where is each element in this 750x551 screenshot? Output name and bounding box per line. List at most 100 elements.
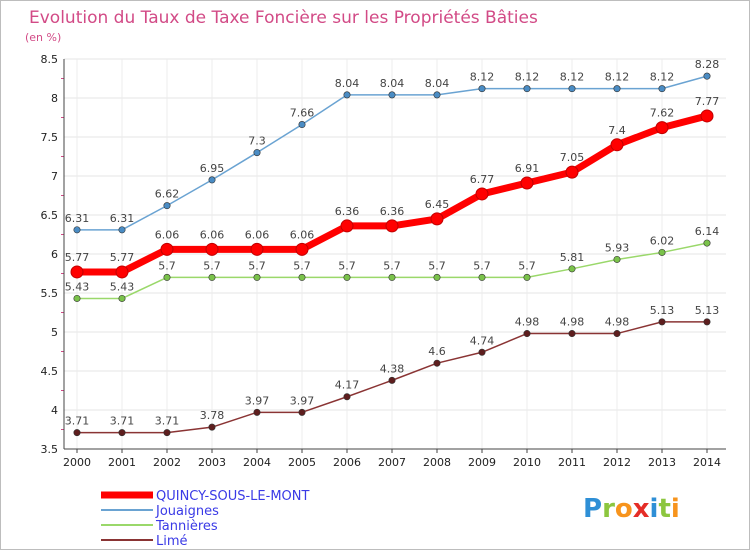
series-group bbox=[70, 72, 714, 437]
data-label: 3.97 bbox=[290, 394, 315, 407]
x-tick-label: 2000 bbox=[63, 456, 91, 469]
data-label: 5.7 bbox=[518, 259, 536, 272]
data-point bbox=[298, 121, 306, 129]
data-point bbox=[703, 318, 711, 326]
data-point bbox=[433, 359, 441, 367]
data-point bbox=[655, 121, 669, 135]
data-label: 6.31 bbox=[110, 212, 135, 225]
data-label: 5.93 bbox=[605, 241, 630, 254]
data-label: 4.98 bbox=[605, 316, 630, 329]
data-label: 5.13 bbox=[695, 304, 720, 317]
data-label: 5.7 bbox=[158, 259, 176, 272]
data-label: 5.43 bbox=[110, 280, 135, 293]
data-point bbox=[298, 408, 306, 416]
data-label: 6.36 bbox=[335, 205, 360, 218]
data-label: 6.06 bbox=[290, 228, 315, 241]
y-tick-label: 7 bbox=[51, 170, 58, 183]
data-point bbox=[658, 248, 666, 256]
data-point bbox=[118, 226, 126, 234]
data-label: 5.7 bbox=[383, 259, 401, 272]
data-point bbox=[208, 176, 216, 184]
data-label: 5.7 bbox=[338, 259, 356, 272]
data-point bbox=[613, 330, 621, 338]
data-point bbox=[610, 138, 624, 152]
data-label: 4.74 bbox=[470, 334, 495, 347]
data-label: 6.95 bbox=[200, 162, 225, 175]
data-label: 8.12 bbox=[560, 71, 585, 84]
y-tick-label: 4 bbox=[51, 404, 58, 417]
x-tick-label: 2014 bbox=[693, 456, 721, 469]
data-point bbox=[115, 265, 129, 279]
data-label: 3.71 bbox=[155, 415, 180, 428]
data-point bbox=[613, 255, 621, 263]
logo-letter: o bbox=[615, 494, 633, 524]
data-label: 5.7 bbox=[428, 259, 446, 272]
data-label: 6.06 bbox=[200, 228, 225, 241]
data-point bbox=[160, 242, 174, 256]
data-point bbox=[478, 85, 486, 93]
data-label: 6.77 bbox=[470, 173, 495, 186]
data-label: 4.98 bbox=[560, 316, 585, 329]
data-point bbox=[343, 273, 351, 281]
data-label: 7.4 bbox=[608, 124, 626, 137]
data-point bbox=[523, 330, 531, 338]
data-label: 5.43 bbox=[65, 280, 90, 293]
data-point bbox=[523, 273, 531, 281]
data-point bbox=[613, 85, 621, 93]
x-tick-label: 2012 bbox=[603, 456, 631, 469]
data-label: 6.45 bbox=[425, 198, 450, 211]
x-tick-label: 2002 bbox=[153, 456, 181, 469]
data-label: 8.28 bbox=[695, 58, 720, 71]
data-point bbox=[250, 242, 264, 256]
data-point bbox=[73, 294, 81, 302]
data-label: 5.7 bbox=[293, 259, 311, 272]
legend-label: Tannières bbox=[155, 519, 218, 534]
data-label: 4.17 bbox=[335, 379, 360, 392]
data-point bbox=[478, 348, 486, 356]
data-label: 8.12 bbox=[605, 71, 630, 84]
data-label: 6.02 bbox=[650, 234, 675, 247]
x-tick-label: 2010 bbox=[513, 456, 541, 469]
data-point bbox=[433, 91, 441, 99]
data-point bbox=[478, 273, 486, 281]
data-label: 6.62 bbox=[155, 188, 180, 201]
logo-letter: r bbox=[602, 494, 615, 524]
data-point bbox=[568, 265, 576, 273]
data-label: 5.7 bbox=[473, 259, 491, 272]
legend: QUINCY-SOUS-LE-MONTJouaignesTannièresLim… bbox=[101, 489, 310, 549]
logo-text: Proxiti bbox=[583, 494, 680, 524]
data-point bbox=[388, 91, 396, 99]
data-point bbox=[253, 273, 261, 281]
data-label: 5.77 bbox=[110, 251, 135, 264]
data-label: 5.77 bbox=[65, 251, 90, 264]
data-label: 6.36 bbox=[380, 205, 405, 218]
data-point bbox=[433, 273, 441, 281]
data-label: 4.98 bbox=[515, 316, 540, 329]
data-point bbox=[253, 408, 261, 416]
y-tick-label: 7.5 bbox=[41, 131, 59, 144]
x-tick-label: 2003 bbox=[198, 456, 226, 469]
chart-title: Evolution du Taux de Taxe Foncière sur l… bbox=[29, 8, 538, 28]
data-point bbox=[703, 72, 711, 80]
data-point bbox=[70, 265, 84, 279]
legend-label: QUINCY-SOUS-LE-MONT bbox=[156, 489, 310, 504]
data-label: 3.71 bbox=[110, 415, 135, 428]
data-point bbox=[475, 187, 489, 201]
y-tick-label: 4.5 bbox=[41, 365, 59, 378]
y-tick-label: 6.5 bbox=[41, 209, 59, 222]
y-tick-label: 6 bbox=[51, 248, 58, 261]
data-label: 7.05 bbox=[560, 151, 585, 164]
y-tick-label: 8 bbox=[51, 92, 58, 105]
data-point bbox=[658, 318, 666, 326]
x-tick-label: 2009 bbox=[468, 456, 496, 469]
x-tick-label: 2011 bbox=[558, 456, 586, 469]
data-label: 8.04 bbox=[335, 77, 360, 90]
data-point bbox=[520, 176, 534, 190]
chart-subtitle: (en %) bbox=[25, 31, 61, 44]
logo-letter: i bbox=[671, 494, 680, 524]
data-label: 6.06 bbox=[155, 228, 180, 241]
data-label: 7.62 bbox=[650, 107, 675, 120]
data-point bbox=[73, 226, 81, 234]
